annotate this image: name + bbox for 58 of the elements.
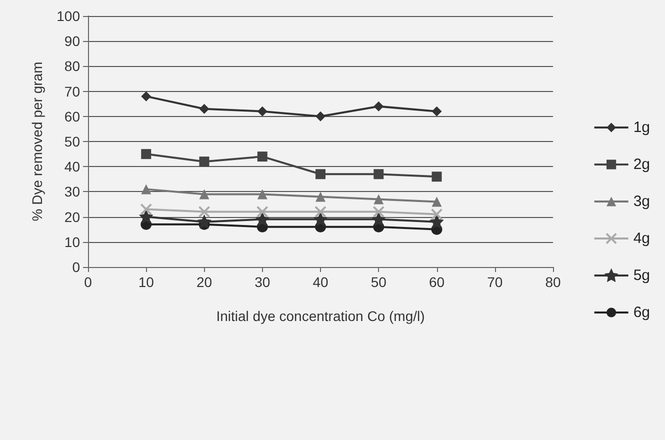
point xyxy=(257,106,268,116)
point xyxy=(141,184,152,194)
point xyxy=(372,213,385,226)
legend-label: 3g xyxy=(633,193,650,210)
point xyxy=(372,206,385,218)
x-tick-label: 40 xyxy=(312,274,328,290)
y-tick-label: 10 xyxy=(64,234,80,250)
point xyxy=(374,194,384,204)
x-tick-label: 60 xyxy=(428,274,445,290)
point xyxy=(140,210,152,223)
point xyxy=(432,172,442,182)
point xyxy=(198,206,210,218)
y-tick-label: 70 xyxy=(64,83,80,100)
point xyxy=(199,189,210,200)
point xyxy=(316,111,326,122)
point xyxy=(141,149,152,160)
point xyxy=(432,106,442,116)
point xyxy=(257,152,268,162)
y-tick-label: 30 xyxy=(64,184,80,200)
point xyxy=(374,101,384,112)
x-tick-label: 30 xyxy=(254,274,270,290)
point xyxy=(199,104,210,114)
y-tick-label: 0 xyxy=(72,259,80,275)
point xyxy=(256,213,268,226)
point xyxy=(198,216,210,228)
legend-label: 5g xyxy=(633,267,650,284)
y-tick-label: 60 xyxy=(64,108,80,124)
point xyxy=(314,213,326,226)
point xyxy=(199,156,210,167)
y-axis-title: % Dye removed per gram xyxy=(29,62,45,222)
x-tick-label: 20 xyxy=(196,274,212,290)
x-tick-label: 70 xyxy=(487,274,503,290)
x-tick-label: 0 xyxy=(84,274,92,290)
legend-label: 4g xyxy=(633,230,650,247)
x-axis-title: Initial dye concentration Co (mg/l) xyxy=(216,308,425,324)
x-tick-label: 50 xyxy=(370,274,387,290)
x-tick-label: 10 xyxy=(138,274,154,290)
point xyxy=(256,206,268,218)
y-tick-label: 20 xyxy=(64,208,80,225)
point xyxy=(316,169,326,180)
x-tick-label: 80 xyxy=(545,274,561,290)
y-tick-label: 80 xyxy=(64,58,80,74)
point xyxy=(316,192,326,202)
legend-label: 6g xyxy=(633,304,650,321)
point xyxy=(430,216,443,228)
legend-label: 2g xyxy=(633,156,650,173)
y-tick-label: 50 xyxy=(64,134,80,150)
point xyxy=(140,203,152,216)
legend-label: 1g xyxy=(633,119,650,136)
point xyxy=(430,208,443,220)
y-tick-label: 90 xyxy=(64,33,80,50)
point xyxy=(141,91,152,102)
y-tick-label: 40 xyxy=(64,158,80,175)
point xyxy=(374,169,384,180)
point xyxy=(432,196,442,207)
point xyxy=(257,189,268,200)
y-tick-label: 100 xyxy=(56,8,80,24)
point xyxy=(314,206,326,218)
